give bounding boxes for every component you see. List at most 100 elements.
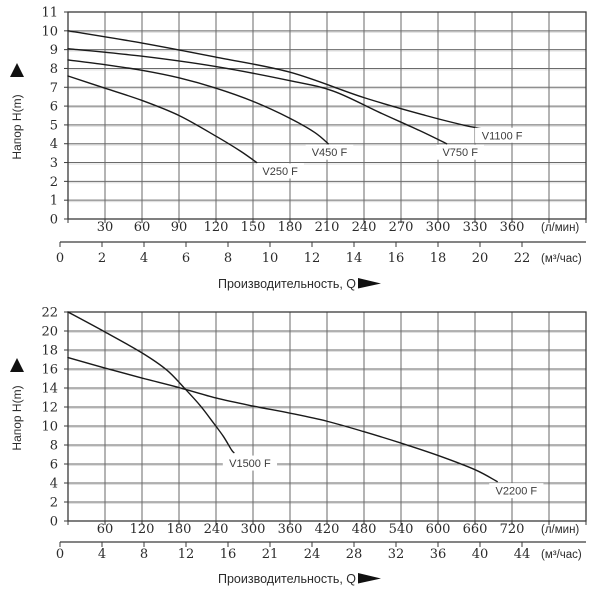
y-tick-label: 12 bbox=[41, 401, 58, 416]
x-tick-label: 420 bbox=[315, 522, 340, 537]
x-axis-m3h-unit: (м³/час) bbox=[541, 549, 582, 561]
y-tick-label: 8 bbox=[50, 439, 58, 454]
pump-curves-chart-bottom: 60 120 180 240 300 360 420 480 540 600 660 720 (л/ми… bbox=[0, 298, 600, 604]
curve-v1500-f bbox=[67, 311, 235, 454]
curve-label-bg bbox=[475, 127, 530, 143]
y-tick-label: 3 bbox=[50, 156, 58, 171]
x-axis-title-text: Производительность, Q bbox=[218, 572, 356, 586]
y-tick-label: 20 bbox=[41, 325, 58, 340]
y-tick-label: 18 bbox=[41, 344, 58, 359]
x-tick-label: 180 bbox=[278, 220, 303, 235]
x-tick-label: 540 bbox=[389, 522, 414, 537]
right-arrow-icon bbox=[358, 278, 381, 289]
y-tick-label: 6 bbox=[50, 458, 58, 473]
x-tick-label: 720 bbox=[500, 522, 525, 537]
y-axis-labels: 0 1 2 3 4 5 6 7 8 9 10 11 bbox=[41, 6, 58, 228]
x-axis-title: Производительность, Q bbox=[218, 277, 381, 291]
x-tick-label-m3h: 12 bbox=[304, 251, 321, 266]
x-axis-m3h: 0 2 4 6 8 10 12 14 16 18 20 22 (м³/час) bbox=[56, 241, 586, 266]
x-axis-m3h: 0 4 8 12 16 21 24 28 32 36 40 44 (м³/час) bbox=[56, 541, 586, 562]
x-tick-label: 150 bbox=[241, 220, 266, 235]
curve-label: V1500 F bbox=[229, 458, 271, 470]
pump-curves: V250 F V450 F V750 F V1100 F bbox=[67, 30, 530, 179]
x-tick-label: 30 bbox=[97, 220, 114, 235]
curve-label: V2200 F bbox=[496, 486, 538, 498]
up-arrow-icon bbox=[10, 63, 24, 77]
x-tick-label-m3h: 28 bbox=[346, 547, 363, 562]
x-tick-label: 330 bbox=[463, 220, 488, 235]
y-tick-label: 11 bbox=[41, 6, 58, 21]
y-tick-label: 2 bbox=[50, 496, 58, 511]
y-tick-label: 16 bbox=[41, 363, 58, 378]
up-arrow-icon bbox=[10, 358, 24, 372]
y-tick-label: 10 bbox=[41, 420, 58, 435]
y-tick-label: 2 bbox=[50, 175, 58, 190]
curve-label-bg bbox=[305, 144, 354, 160]
y-tick-label: 8 bbox=[50, 62, 58, 77]
y-axis-title-text: Напор H(m) bbox=[10, 385, 24, 450]
y-tick-label: 14 bbox=[41, 382, 58, 397]
x-axis-lmin-labels: 60 120 180 240 300 360 420 480 540 600 660 720 (л/ми… bbox=[97, 522, 580, 537]
x-tick-label: 600 bbox=[426, 522, 451, 537]
pump-curves-chart-top: 30 60 90 120 150 180 210 240 270 300 330 360 (л/мин)… bbox=[0, 0, 600, 298]
curve-v2200-f bbox=[67, 356, 498, 483]
x-tick-label-m3h: 22 bbox=[514, 251, 531, 266]
x-tick-label: 180 bbox=[167, 522, 192, 537]
x-tick-label-m3h: 12 bbox=[178, 547, 195, 562]
x-tick-label-m3h: 20 bbox=[472, 251, 489, 266]
x-axis-m3h-unit: (м³/час) bbox=[541, 253, 582, 265]
y-tick-label: 0 bbox=[50, 213, 58, 228]
x-tick-label-m3h: 16 bbox=[388, 251, 405, 266]
x-tick-label: 270 bbox=[389, 220, 414, 235]
curve-label: V450 F bbox=[312, 147, 348, 159]
y-tick-label: 0 bbox=[50, 515, 58, 530]
curve-label: V750 F bbox=[442, 147, 478, 159]
y-tick-label: 22 bbox=[41, 306, 58, 321]
curve-label-bg bbox=[436, 144, 484, 160]
x-tick-label-m3h: 4 bbox=[140, 251, 148, 266]
x-tick-label-m3h: 8 bbox=[224, 251, 232, 266]
x-tick-label-m3h: 40 bbox=[472, 547, 489, 562]
curve-v250-f bbox=[67, 75, 258, 164]
x-tick-label: 660 bbox=[463, 522, 488, 537]
y-tick-label: 4 bbox=[50, 137, 58, 152]
x-tick-label: 120 bbox=[204, 220, 229, 235]
x-tick-label-m3h: 2 bbox=[98, 251, 106, 266]
x-tick-label: 60 bbox=[134, 220, 151, 235]
plot-grid bbox=[67, 311, 587, 522]
x-tick-label-m3h: 14 bbox=[346, 251, 363, 266]
curve-label-bg bbox=[256, 163, 304, 179]
y-tick-label: 1 bbox=[50, 194, 58, 209]
x-tick-label-m3h: 44 bbox=[514, 547, 531, 562]
x-tick-label-m3h: 24 bbox=[304, 547, 321, 562]
y-axis-title-text: Напор H(m) bbox=[10, 94, 24, 159]
y-tick-label: 10 bbox=[41, 24, 58, 39]
x-tick-label: 210 bbox=[315, 220, 340, 235]
x-tick-label-m3h: 8 bbox=[140, 547, 148, 562]
pump-curves-chart-bottom-svg: 60 120 180 240 300 360 420 480 540 600 660 720 (л/ми… bbox=[10, 306, 587, 586]
curve-label-bg bbox=[222, 455, 278, 471]
y-tick-label: 6 bbox=[50, 100, 58, 115]
y-axis-labels: 0 2 4 6 8 10 12 14 16 18 20 22 bbox=[41, 306, 58, 530]
x-tick-label: 300 bbox=[241, 522, 266, 537]
x-tick-label: 480 bbox=[352, 522, 377, 537]
x-tick-label-m3h: 4 bbox=[98, 547, 106, 562]
x-tick-label-m3h: 16 bbox=[220, 547, 237, 562]
curve-label: V1100 F bbox=[482, 130, 523, 142]
right-arrow-icon bbox=[358, 573, 381, 584]
x-axis-title: Производительность, Q bbox=[218, 572, 381, 586]
x-tick-label-m3h: 36 bbox=[430, 547, 447, 562]
y-axis-title: Напор H(m) bbox=[10, 358, 24, 451]
x-axis-lmin-unit: (л/мин) bbox=[541, 524, 579, 536]
x-tick-label-m3h: 10 bbox=[262, 251, 279, 266]
x-tick-label-m3h: 0 bbox=[56, 251, 64, 266]
x-tick-label: 300 bbox=[426, 220, 451, 235]
x-tick-label: 360 bbox=[500, 220, 525, 235]
x-tick-label-m3h: 32 bbox=[388, 547, 405, 562]
y-axis-title: Напор H(m) bbox=[10, 63, 24, 160]
curve-v750-f bbox=[67, 47, 448, 145]
y-tick-label: 5 bbox=[50, 118, 58, 133]
axis-tick-marks bbox=[64, 311, 587, 525]
x-tick-label-m3h: 6 bbox=[182, 251, 190, 266]
curve-label: V250 F bbox=[262, 166, 298, 178]
